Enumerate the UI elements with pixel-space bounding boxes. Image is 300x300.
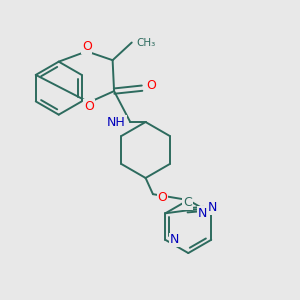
Text: N: N <box>197 207 207 220</box>
Text: O: O <box>146 79 156 92</box>
Text: O: O <box>158 190 167 204</box>
Text: N: N <box>170 233 179 246</box>
Text: N: N <box>208 201 218 214</box>
Text: CH₃: CH₃ <box>136 38 155 47</box>
Text: O: O <box>82 40 92 53</box>
Text: NH: NH <box>107 116 126 128</box>
Text: O: O <box>84 100 94 113</box>
Text: C: C <box>183 196 192 209</box>
